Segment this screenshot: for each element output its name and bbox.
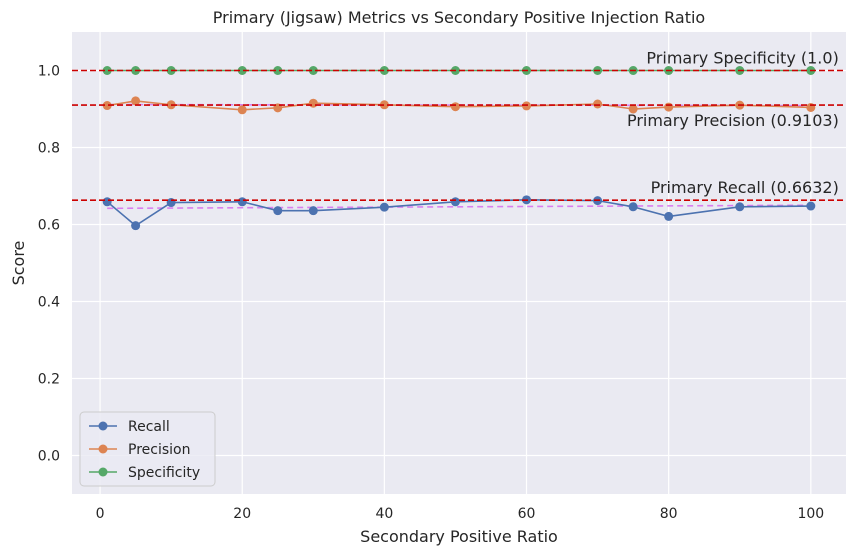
reference-label: Primary Recall (0.6632) — [651, 178, 839, 197]
trend-line — [107, 204, 811, 210]
legend: Recall Precision Specificity — [79, 411, 216, 487]
legend-marker — [98, 467, 108, 477]
series-group — [72, 66, 846, 231]
data-point — [379, 66, 389, 75]
x-tick-label: 80 — [660, 506, 678, 522]
y-tick-label: 0.2 — [38, 372, 60, 388]
series-recall — [102, 195, 816, 231]
y-tick-label: 0.8 — [38, 141, 60, 157]
reference-label: Primary Specificity (1.0) — [646, 49, 838, 68]
data-point — [273, 206, 283, 216]
data-point — [806, 201, 816, 211]
reference-label: Primary Precision (0.9103) — [627, 111, 839, 130]
x-tick-label: 100 — [797, 506, 824, 522]
data-point — [628, 202, 638, 212]
data-point — [102, 101, 112, 111]
legend-label: Precision — [128, 442, 190, 458]
data-point — [379, 202, 389, 212]
data-point — [273, 66, 283, 75]
y-tick-label: 0.6 — [38, 218, 60, 234]
legend-label: Specificity — [128, 465, 200, 481]
reference-annotations: Primary Specificity (1.0) Primary Precisi… — [627, 49, 839, 198]
data-point — [450, 102, 460, 112]
legend-item: Recall — [89, 419, 170, 435]
data-point — [237, 197, 247, 207]
legend-item: Precision — [89, 442, 190, 458]
data-point — [628, 104, 638, 114]
data-point — [664, 211, 674, 221]
data-point — [131, 96, 141, 106]
chart-title: Primary (Jigsaw) Metrics vs Secondary Po… — [213, 8, 705, 27]
data-point — [237, 66, 247, 75]
x-tick-label: 0 — [96, 506, 105, 522]
y-tick-label: 0.0 — [38, 449, 60, 465]
data-point — [450, 197, 460, 207]
data-point — [131, 221, 141, 231]
legend-item: Specificity — [89, 465, 200, 481]
x-tick-label: 20 — [233, 506, 251, 522]
data-point — [102, 66, 112, 75]
data-point — [593, 99, 603, 109]
y-tick-label: 0.4 — [38, 295, 60, 311]
series-line — [106, 199, 811, 227]
data-point — [379, 100, 389, 110]
legend-marker — [98, 421, 108, 431]
x-tick-label: 60 — [518, 506, 536, 522]
y-axis-label: Score — [9, 241, 28, 286]
legend-marker — [98, 444, 108, 454]
legend-label: Recall — [128, 419, 170, 435]
legend-box — [79, 411, 216, 487]
data-point — [102, 197, 112, 207]
data-point — [308, 66, 318, 75]
data-point — [237, 105, 247, 115]
x-tick-label: 40 — [375, 506, 393, 522]
data-point — [735, 202, 745, 212]
y-tick-label: 1.0 — [38, 64, 60, 80]
x-tick-labels: 0 20 40 60 80 100 — [96, 506, 825, 522]
data-point — [308, 206, 318, 216]
x-axis-label: Secondary Positive Ratio — [360, 527, 558, 546]
y-tick-labels: 0.0 0.2 0.4 0.6 0.8 1.0 — [38, 64, 60, 465]
data-point — [308, 98, 318, 108]
data-point — [522, 101, 532, 111]
